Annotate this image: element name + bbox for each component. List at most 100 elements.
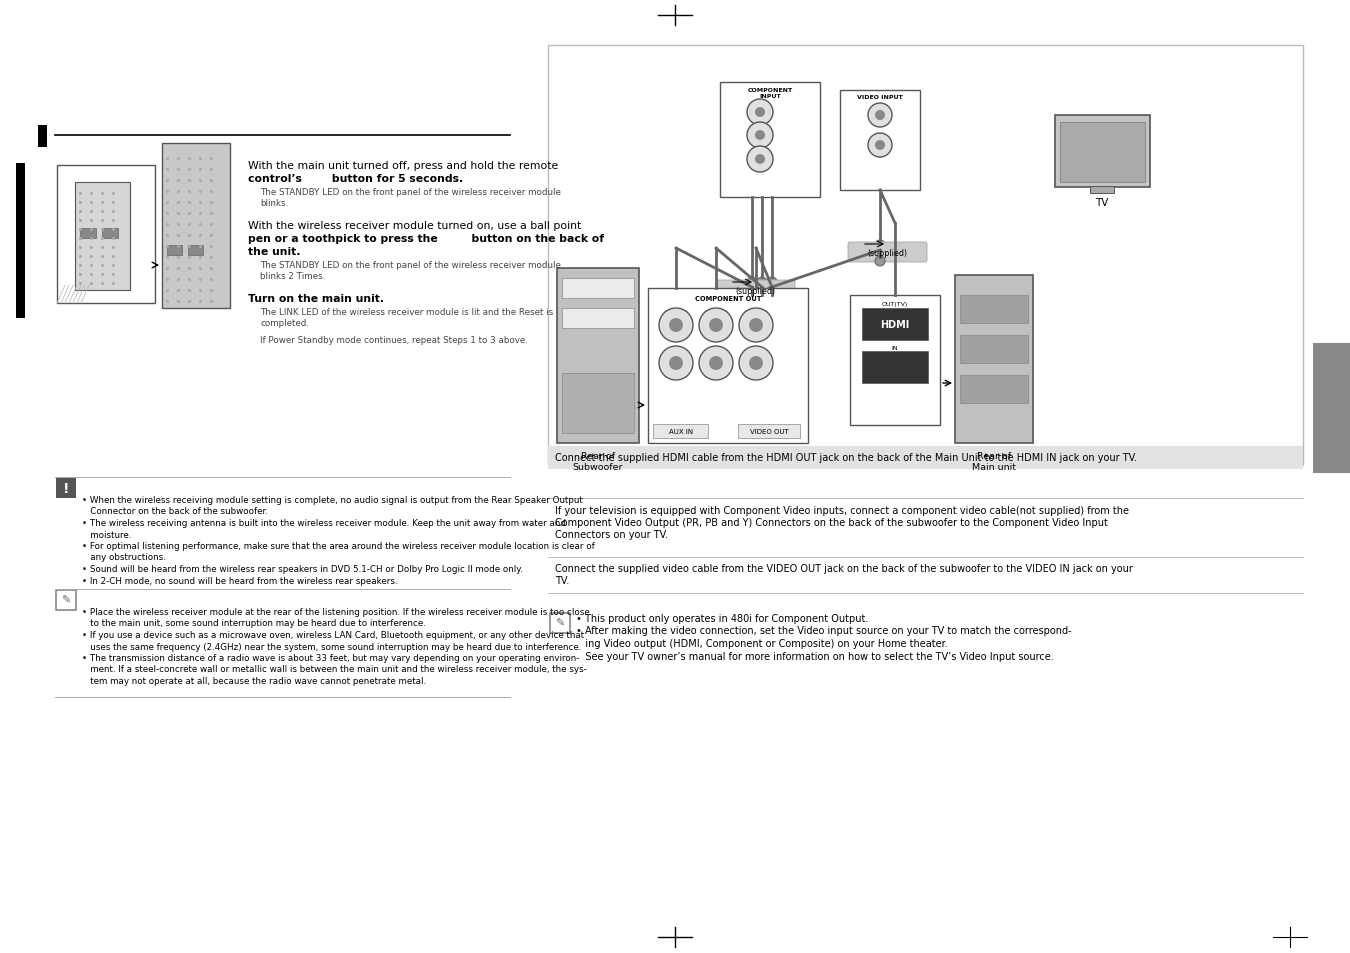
- Bar: [548, 447, 1303, 470]
- Bar: [38, 126, 47, 148]
- Text: OUT(TV): OUT(TV): [882, 302, 909, 307]
- Circle shape: [749, 318, 763, 333]
- Text: TV: TV: [1095, 198, 1108, 208]
- Bar: [162, 144, 230, 309]
- Circle shape: [875, 241, 886, 251]
- Bar: [562, 374, 634, 434]
- Text: ment. If a steel-concrete wall or metallic wall is between the main unit and the: ment. If a steel-concrete wall or metall…: [82, 665, 587, 674]
- Text: • The transmission distance of a radio wave is about 33 feet, but may vary depen: • The transmission distance of a radio w…: [82, 654, 579, 662]
- Text: VIDEO INPUT: VIDEO INPUT: [857, 95, 903, 100]
- Bar: [850, 295, 940, 426]
- Text: AUX IN: AUX IN: [670, 429, 693, 435]
- Bar: [840, 91, 919, 191]
- Circle shape: [757, 277, 767, 288]
- Text: The LINK LED of the wireless receiver module is lit and the Reset is: The LINK LED of the wireless receiver mo…: [261, 308, 554, 316]
- Circle shape: [755, 108, 765, 118]
- Bar: [863, 309, 927, 340]
- Text: (supplied): (supplied): [734, 286, 775, 295]
- Bar: [55, 478, 76, 498]
- Circle shape: [747, 100, 774, 126]
- Text: IN: IN: [892, 346, 898, 351]
- Bar: [57, 166, 155, 304]
- Bar: [562, 278, 634, 298]
- Text: • This product only operates in 480i for Component Output.: • This product only operates in 480i for…: [576, 614, 868, 623]
- Text: ✎: ✎: [61, 596, 70, 605]
- Circle shape: [738, 347, 774, 380]
- Bar: [954, 275, 1033, 443]
- Circle shape: [875, 141, 886, 151]
- Text: completed.: completed.: [261, 318, 309, 328]
- Text: COMPONENT: COMPONENT: [748, 88, 792, 92]
- Bar: [55, 590, 76, 610]
- Text: tem may not operate at all, because the radio wave cannot penetrate metal.: tem may not operate at all, because the …: [82, 677, 427, 685]
- Text: control’s        button for 5 seconds.: control’s button for 5 seconds.: [248, 173, 463, 184]
- Bar: [960, 375, 1027, 403]
- Bar: [167, 246, 182, 255]
- Text: Turn on the main unit.: Turn on the main unit.: [248, 294, 385, 304]
- Text: With the main unit turned off, press and hold the remote: With the main unit turned off, press and…: [248, 161, 559, 171]
- Bar: [1089, 187, 1114, 193]
- Bar: [549, 614, 570, 634]
- Text: • Place the wireless receiver module at the rear of the listening position. If t: • Place the wireless receiver module at …: [82, 607, 590, 617]
- Text: moisture.: moisture.: [82, 530, 131, 539]
- FancyBboxPatch shape: [716, 281, 795, 301]
- Text: (supplied): (supplied): [867, 248, 907, 257]
- Bar: [1060, 123, 1145, 183]
- Text: See your TV owner’s manual for more information on how to select the TV’s Video : See your TV owner’s manual for more info…: [576, 651, 1054, 660]
- Text: VIDEO OUT: VIDEO OUT: [749, 429, 788, 435]
- Text: Main unit: Main unit: [972, 462, 1017, 472]
- Circle shape: [755, 131, 765, 141]
- Text: uses the same frequency (2.4GHz) near the system, some sound interruption may be: uses the same frequency (2.4GHz) near th…: [82, 641, 582, 651]
- Bar: [738, 424, 801, 438]
- Text: • In 2-CH mode, no sound will be heard from the wireless rear speakers.: • In 2-CH mode, no sound will be heard f…: [82, 576, 398, 585]
- Circle shape: [670, 356, 683, 371]
- Text: Component Video Output (PR, PB and Y) Connectors on the back of the subwoofer to: Component Video Output (PR, PB and Y) Co…: [555, 517, 1108, 527]
- Bar: [103, 229, 117, 239]
- Circle shape: [699, 347, 733, 380]
- Circle shape: [757, 294, 767, 305]
- Text: Connectors on your TV.: Connectors on your TV.: [555, 530, 668, 539]
- Text: blinks.: blinks.: [261, 199, 289, 208]
- Text: If your television is equipped with Component Video inputs, connect a component : If your television is equipped with Comp…: [555, 505, 1129, 516]
- Bar: [188, 246, 202, 255]
- Text: blinks 2 Times.: blinks 2 Times.: [261, 272, 325, 281]
- Circle shape: [767, 294, 778, 305]
- Circle shape: [875, 256, 886, 267]
- Bar: [653, 424, 707, 438]
- Circle shape: [749, 356, 763, 371]
- Bar: [863, 352, 927, 384]
- Bar: [1054, 116, 1150, 188]
- Circle shape: [747, 123, 774, 149]
- Text: If Power Standby mode continues, repeat Steps 1 to 3 above.: If Power Standby mode continues, repeat …: [261, 335, 528, 345]
- Text: ✎: ✎: [555, 618, 564, 628]
- Circle shape: [709, 318, 724, 333]
- Text: • For optimal listening performance, make sure that the area around the wireless: • For optimal listening performance, mak…: [82, 541, 595, 551]
- Circle shape: [670, 318, 683, 333]
- Circle shape: [868, 133, 892, 158]
- Text: Rear of: Rear of: [580, 452, 616, 460]
- Circle shape: [659, 309, 693, 343]
- Bar: [648, 289, 809, 443]
- Circle shape: [868, 104, 892, 128]
- Text: Subwoofer: Subwoofer: [572, 462, 624, 472]
- Circle shape: [875, 111, 886, 121]
- Text: • When the wireless receiving module setting is complete, no audio signal is out: • When the wireless receiving module set…: [82, 496, 583, 504]
- Text: TV.: TV.: [555, 576, 570, 585]
- Bar: [558, 269, 639, 443]
- Circle shape: [747, 147, 774, 172]
- Text: Rear of: Rear of: [977, 452, 1011, 460]
- Text: The STANDBY LED on the front panel of the wireless receiver module: The STANDBY LED on the front panel of th…: [261, 188, 560, 196]
- Text: • After making the video connection, set the Video input source on your TV to ma: • After making the video connection, set…: [576, 626, 1072, 636]
- Bar: [16, 164, 26, 318]
- Bar: [1314, 344, 1350, 474]
- Bar: [562, 309, 634, 329]
- Circle shape: [767, 277, 778, 288]
- Circle shape: [659, 347, 693, 380]
- Circle shape: [755, 154, 765, 165]
- Text: ing Video output (HDMI, Component or Composite) on your Home theater.: ing Video output (HDMI, Component or Com…: [576, 639, 948, 648]
- Text: • The wireless receiving antenna is built into the wireless receiver module. Kee: • The wireless receiving antenna is buil…: [82, 518, 566, 527]
- Bar: [960, 335, 1027, 364]
- Circle shape: [709, 356, 724, 371]
- Bar: [960, 295, 1027, 324]
- Bar: [76, 183, 130, 291]
